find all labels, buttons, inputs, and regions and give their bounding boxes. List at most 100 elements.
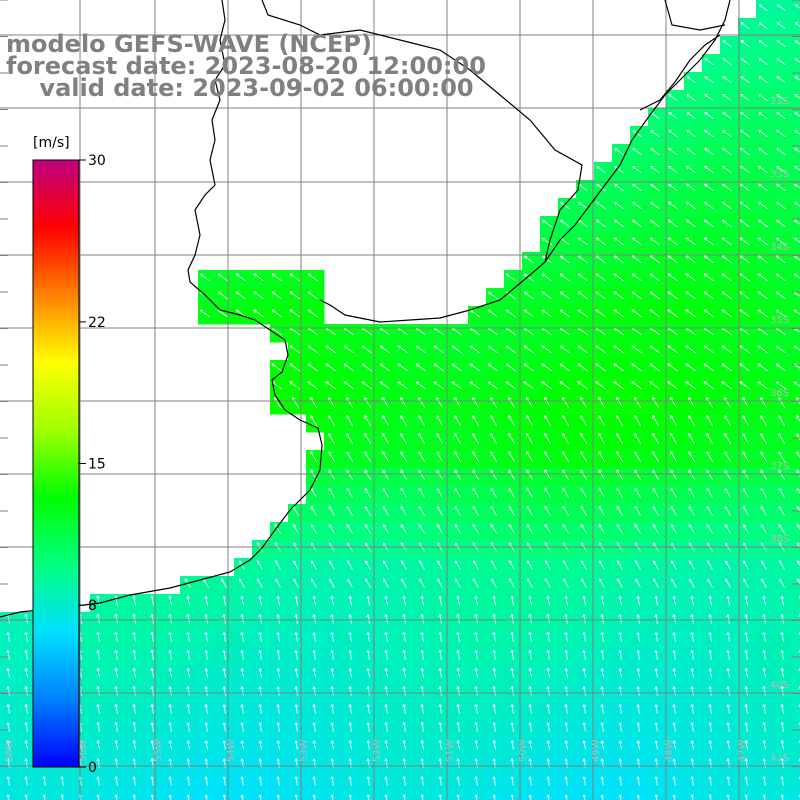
wind-arrow	[436, 560, 443, 570]
wind-arrow	[618, 631, 622, 642]
wind-arrow	[402, 631, 406, 642]
wind-arrow	[668, 183, 678, 192]
longitude-label: 52W	[372, 739, 383, 762]
wind-arrow	[690, 776, 695, 786]
wind-arrow	[348, 740, 353, 750]
wind-arrow	[724, 451, 732, 463]
wind-arrow	[562, 396, 570, 409]
wind-arrow	[289, 381, 301, 390]
wind-arrow	[258, 686, 263, 696]
wind-arrow	[794, 75, 800, 81]
wind-arrow	[744, 776, 749, 786]
wind-arrow	[526, 505, 533, 516]
wind-arrow	[559, 309, 571, 318]
wind-arrow	[456, 740, 460, 750]
wind-arrow	[222, 686, 226, 696]
wind-arrow	[418, 415, 426, 427]
wind-arrow	[346, 415, 354, 427]
wind-arrow	[672, 794, 677, 800]
wind-arrow	[726, 595, 730, 606]
wind-cell	[792, 720, 800, 739]
wind-arrow	[776, 4, 786, 12]
wind-arrow	[706, 415, 714, 427]
wind-arrow	[361, 381, 373, 390]
wind-arrow	[614, 201, 624, 210]
wind-arrow	[328, 487, 335, 498]
wind-arrow	[634, 469, 642, 481]
wind-arrow	[636, 794, 641, 800]
wind-arrow	[722, 165, 732, 174]
wind-arrow	[652, 524, 659, 534]
wind-arrow	[168, 595, 172, 606]
wind-arrow	[542, 219, 552, 228]
wind-arrow	[472, 505, 479, 516]
wind-arrow	[204, 613, 208, 624]
wind-arrow	[742, 560, 749, 570]
wind-arrow	[222, 613, 226, 624]
wind-arrow	[726, 613, 730, 624]
wind-arrow	[654, 613, 658, 624]
wind-arrow	[294, 613, 298, 624]
wind-arrow	[686, 165, 696, 174]
wind-arrow	[667, 237, 678, 246]
wind-arrow	[616, 414, 624, 427]
wind-arrow	[654, 776, 659, 786]
wind-arrow	[721, 291, 733, 300]
wind-arrow	[776, 183, 786, 192]
wind-arrow	[328, 560, 335, 570]
wind-arrow	[382, 469, 389, 481]
wind-arrow	[526, 487, 534, 499]
wind-arrow	[523, 345, 535, 354]
wind-arrow	[510, 794, 515, 800]
wind-arrow	[328, 415, 336, 427]
wind-arrow	[778, 451, 786, 463]
wind-arrow	[436, 505, 443, 516]
wind-arrow	[289, 345, 301, 354]
wind-arrow	[472, 469, 480, 481]
wind-arrow	[24, 649, 28, 660]
wind-arrow	[456, 776, 461, 786]
wind-arrow	[366, 704, 370, 714]
wind-arrow	[438, 613, 442, 624]
wind-arrow	[670, 451, 678, 463]
wind-cell	[792, 612, 800, 631]
wind-arrow	[562, 578, 569, 588]
wind-arrow	[564, 649, 568, 660]
wind-arrow	[397, 381, 409, 390]
wind-arrow	[330, 704, 335, 714]
wind-arrow	[436, 578, 443, 588]
wind-arrow	[472, 578, 479, 588]
wind-arrow	[436, 469, 444, 481]
wind-arrow	[634, 433, 642, 445]
wind-arrow	[775, 381, 787, 390]
wind-arrow	[310, 451, 318, 463]
wind-arrow	[258, 613, 262, 624]
wind-arrow	[614, 165, 624, 174]
wind-arrow	[361, 363, 373, 372]
wind-arrow	[436, 397, 444, 409]
wind-arrow	[559, 363, 571, 372]
wind-arrow	[366, 649, 370, 660]
wind-arrow	[346, 451, 354, 463]
wind-arrow	[721, 309, 733, 318]
wind-arrow	[721, 237, 732, 246]
wind-arrow	[760, 487, 767, 498]
wind-cell	[792, 180, 800, 199]
wind-arrow	[780, 667, 784, 678]
wind-arrow	[757, 273, 768, 282]
wind-arrow	[6, 722, 10, 732]
wind-arrow	[528, 704, 532, 714]
wind-arrow	[312, 613, 316, 624]
wind-arrow	[724, 505, 731, 516]
wind-arrow	[379, 345, 391, 354]
wind-arrow	[598, 396, 606, 409]
wind-arrow	[6, 740, 10, 750]
wind-arrow	[253, 273, 265, 282]
wind-arrow	[490, 397, 498, 409]
wind-arrow	[577, 381, 589, 390]
wind-cell	[792, 756, 800, 775]
wind-arrow	[436, 433, 444, 445]
wind-arrow	[24, 667, 28, 678]
wind-arrow	[758, 129, 768, 138]
